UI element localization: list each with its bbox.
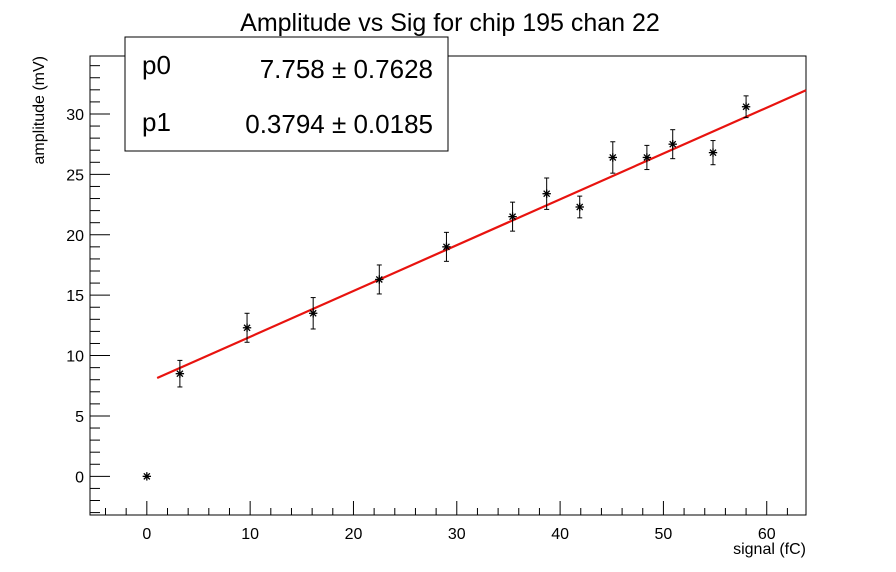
- star-marker: [608, 153, 617, 162]
- star-marker: [142, 472, 152, 481]
- star-marker: [642, 153, 652, 162]
- y-tick-label: 20: [66, 228, 84, 245]
- stats-p0-name: p0: [142, 50, 171, 80]
- star-marker: [442, 242, 451, 252]
- y-tick-label: 25: [66, 167, 84, 184]
- data-points: [142, 95, 751, 481]
- x-tick-label: 50: [655, 526, 673, 543]
- x-axis-label: signal (fC): [733, 541, 806, 558]
- data-point: [175, 359, 185, 388]
- data-point: [708, 140, 718, 166]
- x-tick-label: 40: [551, 526, 569, 543]
- data-point: [741, 95, 751, 119]
- star-marker: [242, 323, 252, 332]
- data-point: [508, 201, 517, 232]
- y-tick-label: 0: [75, 469, 84, 486]
- y-tick-label: 15: [66, 288, 84, 305]
- fit-line: [156, 89, 807, 380]
- data-point: [308, 297, 318, 330]
- data-point: [442, 231, 451, 262]
- stats-box: p0 7.758 ± 0.7628 p1 0.3794 ± 0.0185: [124, 36, 449, 152]
- x-tick-label: 20: [345, 526, 363, 543]
- data-point: [242, 312, 252, 343]
- data-point: [575, 195, 584, 219]
- chart-title: Amplitude vs Sig for chip 195 chan 22: [240, 9, 660, 37]
- x-tick-label: 0: [142, 526, 151, 543]
- axis-tick-labels: 0 10 20 30 40 50 60 0 5 10 15 20 25 30: [66, 107, 776, 543]
- star-marker: [308, 309, 318, 318]
- stats-p1-value: 0.3794 ± 0.0185: [245, 109, 433, 139]
- axis-ticks: [90, 65, 788, 515]
- star-marker: [375, 275, 384, 284]
- x-tick-label: 10: [241, 526, 259, 543]
- y-tick-label: 5: [75, 409, 84, 426]
- star-marker: [708, 148, 718, 157]
- star-marker: [175, 369, 185, 378]
- data-point: [608, 141, 617, 174]
- y-tick-label: 30: [66, 107, 84, 124]
- data-point: [642, 144, 652, 171]
- x-tick-label: 30: [448, 526, 466, 543]
- y-axis-label: amplitude (mV): [31, 56, 48, 164]
- stats-box-frame: [124, 36, 449, 152]
- y-tick-label: 10: [66, 349, 84, 366]
- star-marker: [542, 189, 551, 198]
- data-point: [142, 472, 152, 481]
- star-marker: [741, 102, 751, 111]
- data-point: [668, 129, 677, 160]
- stats-p1-name: p1: [142, 107, 171, 137]
- data-point: [375, 264, 384, 295]
- stats-p0-value: 7.758 ± 0.7628: [260, 54, 433, 84]
- star-marker: [508, 212, 517, 221]
- star-marker: [668, 139, 677, 149]
- star-marker: [575, 202, 584, 212]
- x-tick-label: 60: [758, 526, 776, 543]
- data-point: [542, 177, 551, 210]
- fit-layer: [156, 89, 807, 380]
